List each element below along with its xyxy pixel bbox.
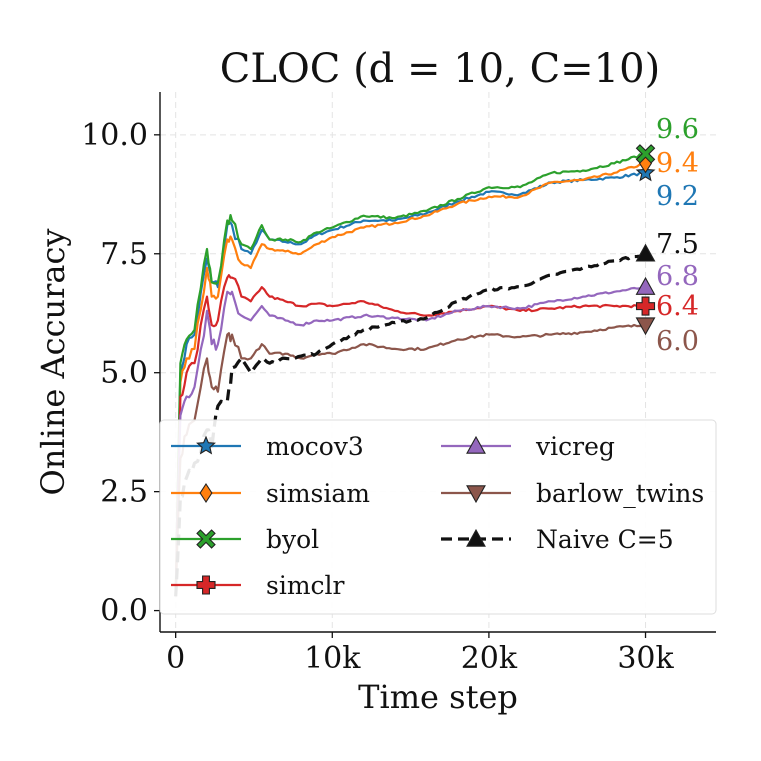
end-label-vicreg: 6.8 [656, 261, 699, 292]
series-layer: 9.29.49.6 6.46.8 6.0 7.5 [174, 114, 699, 597]
legend-marker-naive-c-5 [466, 528, 486, 547]
x-tick-label: 0 [166, 641, 185, 676]
axes: 0 10k 20k 30k 0.0 2.5 5.0 7.5 10.0 [81, 92, 716, 676]
end-label-simclr: 6.4 [656, 291, 699, 322]
end-label-byol: 9.6 [656, 114, 699, 145]
x-tick-label: 20k [461, 641, 518, 676]
end-marker-byol [635, 144, 656, 164]
legend-box [159, 419, 717, 615]
x-tick-label: 30k [617, 641, 674, 676]
legend-marker-simclr [196, 575, 216, 595]
legend-label-simclr: simclr [266, 571, 345, 600]
x-tick-label: 10k [304, 641, 361, 676]
series-line-vicreg [174, 285, 646, 597]
y-tick-label: 2.5 [100, 475, 148, 510]
y-tick-label: 5.0 [100, 356, 148, 391]
y-tick-label: 0.0 [100, 594, 148, 629]
x-axis-title: Time step [358, 678, 518, 716]
legend-marker-vicreg [466, 435, 486, 454]
series-line-simclr [174, 274, 646, 597]
end-label-mocov3: 9.2 [656, 181, 699, 212]
legend-label-simsiam: simsiam [266, 479, 370, 508]
end-marker-naive-c-5 [635, 243, 656, 262]
legend-label-mocov3: mocov3 [266, 432, 364, 461]
legend-label-barlow-twins: barlow_twins [536, 479, 704, 508]
series-line-byol [174, 152, 647, 597]
series-line-simsiam [174, 162, 647, 597]
end-marker-vicreg [635, 276, 656, 295]
y-axis-title: Online Accuracy [34, 229, 72, 496]
legend-marker-barlow-twins [466, 485, 486, 504]
end-label-barlow-twins: 6.0 [656, 326, 699, 357]
legend-marker-mocov3 [196, 435, 216, 455]
y-tick-label: 7.5 [100, 237, 148, 272]
legend-marker-byol [196, 529, 216, 549]
y-tick-label: 10.0 [81, 118, 148, 153]
series-line-naive-c-5 [174, 252, 647, 597]
end-marker-barlow-twins [635, 317, 656, 336]
legend-label-naive-c-5: Naive C=5 [536, 525, 674, 554]
legend: mocov3 simsiam byol simclr vicreg barlow_twin… [159, 419, 717, 615]
end-label-naive-c-5: 7.5 [656, 229, 699, 260]
legend-label-vicreg: vicreg [535, 432, 615, 461]
end-label-simsiam: 9.4 [656, 148, 699, 179]
series-line-barlow-twins [174, 323, 646, 597]
legend-marker-simsiam [199, 482, 213, 504]
end-marker-simclr [635, 296, 656, 316]
chart-title: CLOC (d = 10, C=10) [220, 46, 660, 92]
legend-label-byol: byol [266, 525, 319, 554]
